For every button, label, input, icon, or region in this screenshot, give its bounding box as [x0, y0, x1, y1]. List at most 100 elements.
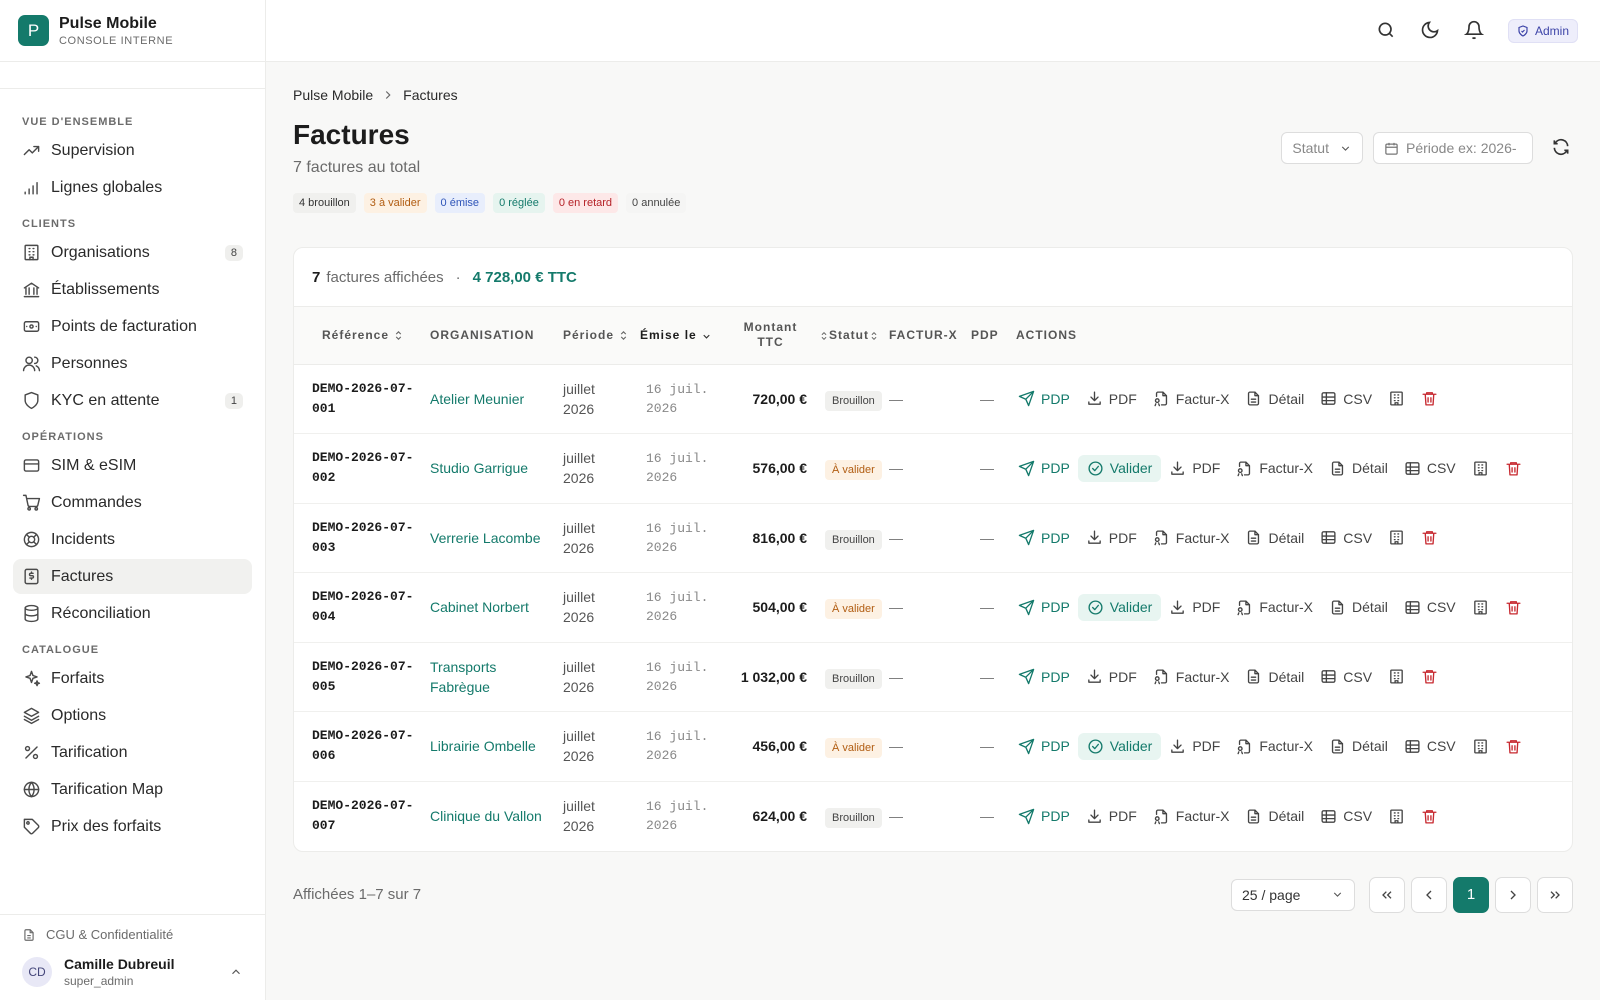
status-filter[interactable]: Statut	[1281, 132, 1363, 164]
organisation-button[interactable]	[1380, 385, 1413, 412]
invoice-reference[interactable]: DEMO-2026-07- 002	[312, 448, 418, 488]
sidebar-item-tarification-map[interactable]: Tarification Map	[13, 772, 252, 807]
organisation-link[interactable]: Verrerie Lacombe	[430, 529, 541, 546]
sidebar-item-commandes[interactable]: Commandes	[13, 485, 252, 520]
pdp-button[interactable]: PDP	[1010, 524, 1078, 551]
user-menu[interactable]: CD Camille Dubreuil super_admin	[22, 956, 243, 988]
table-row[interactable]: DEMO-2026-07- 001 Atelier Meunier juillet…	[294, 364, 1572, 434]
facturx-button[interactable]: Factur-X	[1228, 594, 1321, 621]
pdp-button[interactable]: PDP	[1010, 385, 1078, 412]
period-input[interactable]: Période ex: 2026-	[1373, 132, 1533, 164]
invoice-reference[interactable]: DEMO-2026-07- 005	[312, 657, 418, 697]
search-icon[interactable]	[1376, 20, 1398, 42]
breadcrumb-root[interactable]: Pulse Mobile	[293, 87, 374, 103]
organisation-button[interactable]	[1380, 524, 1413, 551]
csv-button[interactable]: CSV	[1312, 803, 1380, 830]
detail-button[interactable]: Détail	[1321, 455, 1396, 482]
chevron-up-icon[interactable]	[229, 965, 243, 979]
table-row[interactable]: DEMO-2026-07- 002 Studio Garrigue juillet…	[294, 433, 1572, 504]
facturx-button[interactable]: Factur-X	[1145, 663, 1238, 690]
sidebar-item-etablissements[interactable]: Établissements	[13, 272, 252, 307]
csv-button[interactable]: CSV	[1396, 733, 1464, 760]
col-statut[interactable]: Statut	[813, 307, 883, 365]
csv-button[interactable]: CSV	[1312, 385, 1380, 412]
csv-button[interactable]: CSV	[1396, 594, 1464, 621]
facturx-button[interactable]: Factur-X	[1228, 733, 1321, 760]
first-page-button[interactable]	[1369, 876, 1405, 913]
table-row[interactable]: DEMO-2026-07- 007 Clinique du Vallon juil…	[294, 781, 1572, 851]
invoice-reference[interactable]: DEMO-2026-07- 004	[312, 587, 418, 627]
sidebar-item-prix-des-forfaits[interactable]: Prix des forfaits	[13, 809, 252, 844]
sidebar-item-tarification[interactable]: Tarification	[13, 735, 252, 770]
organisation-button[interactable]	[1380, 803, 1413, 830]
delete-button[interactable]	[1413, 663, 1446, 690]
sidebar-item-supervision[interactable]: Supervision	[13, 133, 252, 168]
pdf-button[interactable]: PDF	[1078, 663, 1145, 690]
delete-button[interactable]	[1413, 803, 1446, 830]
table-row[interactable]: DEMO-2026-07- 005 Transports Fabrègue jui…	[294, 642, 1572, 712]
refresh-icon[interactable]	[1551, 137, 1573, 159]
sidebar-item-incidents[interactable]: Incidents	[13, 522, 252, 557]
facturx-button[interactable]: Factur-X	[1228, 455, 1321, 482]
detail-button[interactable]: Détail	[1237, 524, 1312, 551]
pdp-button[interactable]: PDP	[1010, 733, 1078, 760]
brand[interactable]: P Pulse Mobile CONSOLE INTERNE	[0, 0, 265, 62]
moon-icon[interactable]	[1420, 20, 1442, 42]
pdf-button[interactable]: PDF	[1161, 594, 1228, 621]
sidebar-item-reconciliation[interactable]: Réconciliation	[13, 596, 252, 631]
organisation-link[interactable]: Clinique du Vallon	[430, 808, 542, 824]
table-row[interactable]: DEMO-2026-07- 003 Verrerie Lacombe juille…	[294, 503, 1572, 573]
invoice-reference[interactable]: DEMO-2026-07- 003	[312, 518, 418, 558]
sidebar-item-lignes-globales[interactable]: Lignes globales	[13, 170, 252, 205]
validate-button[interactable]: Valider	[1077, 454, 1162, 482]
col-periode[interactable]: Période	[557, 307, 634, 365]
prev-page-button[interactable]	[1411, 876, 1447, 913]
sidebar-item-sim-esim[interactable]: SIM & eSIM	[13, 448, 252, 483]
invoice-reference[interactable]: DEMO-2026-07- 007	[312, 796, 418, 836]
delete-button[interactable]	[1497, 594, 1530, 621]
per-page-select[interactable]: 25 / page	[1231, 878, 1355, 911]
facturx-button[interactable]: Factur-X	[1145, 524, 1238, 551]
sidebar-item-options[interactable]: Options	[13, 698, 252, 733]
sidebar-item-personnes[interactable]: Personnes	[13, 346, 252, 381]
last-page-button[interactable]	[1537, 876, 1573, 913]
bell-icon[interactable]	[1463, 20, 1486, 42]
csv-button[interactable]: CSV	[1312, 663, 1380, 690]
detail-button[interactable]: Détail	[1321, 733, 1396, 760]
detail-button[interactable]: Détail	[1237, 803, 1312, 830]
col-reference[interactable]: Référence	[294, 307, 424, 365]
facturx-button[interactable]: Factur-X	[1145, 803, 1238, 830]
delete-button[interactable]	[1497, 455, 1530, 482]
pdf-button[interactable]: PDF	[1078, 385, 1145, 412]
pdf-button[interactable]: PDF	[1078, 524, 1145, 551]
table-row[interactable]: DEMO-2026-07- 004 Cabinet Norbert juillet…	[294, 572, 1572, 643]
pdp-button[interactable]: PDP	[1010, 663, 1078, 690]
col-montant[interactable]: Montant TTC	[728, 307, 813, 365]
sidebar-item-forfaits[interactable]: Forfaits	[13, 661, 252, 696]
detail-button[interactable]: Détail	[1237, 385, 1312, 412]
legal-link[interactable]: CGU & Confidentialité	[22, 927, 243, 942]
sidebar-item-points-de-facturation[interactable]: Points de facturation	[13, 309, 252, 344]
detail-button[interactable]: Détail	[1237, 663, 1312, 690]
pdf-button[interactable]: PDF	[1078, 803, 1145, 830]
pdp-button[interactable]: PDP	[1010, 803, 1078, 830]
col-emise[interactable]: Émise le	[634, 307, 728, 365]
csv-button[interactable]: CSV	[1312, 524, 1380, 551]
pdp-button[interactable]: PDP	[1010, 594, 1078, 621]
facturx-button[interactable]: Factur-X	[1145, 385, 1238, 412]
next-page-button[interactable]	[1495, 876, 1531, 913]
detail-button[interactable]: Détail	[1321, 594, 1396, 621]
validate-button[interactable]: Valider	[1077, 593, 1162, 621]
organisation-link[interactable]: Transports Fabrègue	[430, 658, 497, 695]
organisation-link[interactable]: Librairie Ombelle	[430, 738, 536, 755]
organisation-button[interactable]	[1380, 663, 1413, 690]
invoice-reference[interactable]: DEMO-2026-07- 001	[312, 379, 418, 419]
organisation-button[interactable]	[1464, 455, 1497, 482]
organisation-button[interactable]	[1464, 733, 1497, 760]
organisation-link[interactable]: Studio Garrigue	[430, 460, 529, 477]
pdf-button[interactable]: PDF	[1161, 733, 1228, 760]
pdf-button[interactable]: PDF	[1161, 455, 1228, 482]
csv-button[interactable]: CSV	[1396, 455, 1464, 482]
pdp-button[interactable]: PDP	[1010, 455, 1078, 482]
sidebar-item-kyc-en-attente[interactable]: KYC en attente 1	[13, 383, 252, 418]
